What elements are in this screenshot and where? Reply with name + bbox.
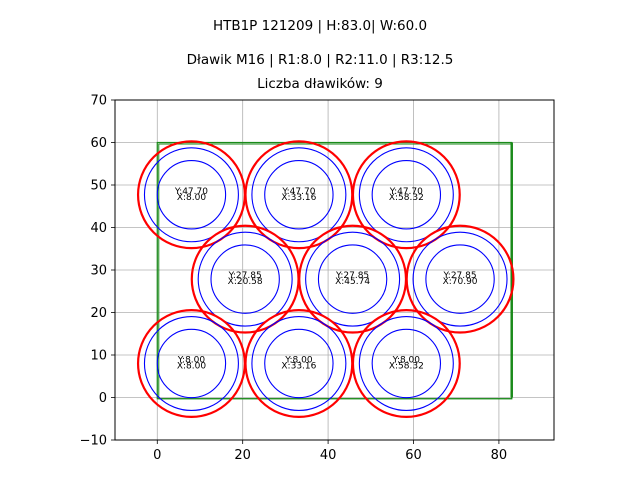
point-label-x: X:70.90 [443, 277, 478, 287]
point-label-y: Y:8.00 [284, 356, 313, 366]
y-tick-label: 10 [90, 349, 107, 364]
chart-count: Liczba dławików: 9 [257, 76, 383, 92]
x-tick-label: 60 [405, 448, 422, 463]
x-tick-label: 20 [234, 448, 251, 463]
point-label-y: Y:8.00 [177, 356, 206, 366]
point-label-x: X:58.32 [389, 362, 424, 372]
inner-circle [264, 328, 334, 399]
point-label-y: Y:47.70 [281, 187, 315, 197]
middle-circle [305, 231, 401, 327]
x-tick-label: 80 [491, 448, 508, 463]
y-tick-label: 40 [90, 221, 107, 236]
point-label-x: X:45.74 [335, 277, 370, 287]
inner-circle [317, 244, 388, 314]
y-tick-label: −10 [80, 434, 107, 449]
middle-circle [358, 315, 454, 412]
middle-circle [143, 147, 239, 243]
x-tick-label: 0 [153, 448, 161, 463]
y-tick-label: 60 [90, 136, 107, 151]
point-label-y: Y:8.00 [392, 356, 421, 366]
inner-circle [210, 244, 280, 314]
y-tick-label: 50 [90, 179, 107, 194]
inner-circle [371, 328, 442, 399]
middle-circle [412, 231, 508, 327]
y-tick-label: 0 [99, 391, 107, 406]
point-label-x: X:33.16 [281, 193, 316, 203]
outer-circle [351, 309, 461, 418]
y-tick-label: 30 [90, 264, 107, 279]
point-label-x: X:33.16 [281, 362, 316, 372]
point-label-x: X:8.00 [177, 362, 207, 372]
middle-circle [358, 147, 454, 243]
point-label-x: X:20.58 [228, 277, 263, 287]
inner-circle [156, 328, 227, 399]
inner-circle [156, 160, 227, 230]
middle-circle [251, 147, 347, 243]
x-tick-label: 40 [320, 448, 337, 463]
point-label-y: Y:47.70 [174, 187, 208, 197]
point-label-x: X:8.00 [177, 193, 207, 203]
point-label-y: Y:27.85 [335, 271, 369, 281]
middle-circle [143, 315, 239, 412]
middle-circle [197, 231, 293, 327]
inner-circle [371, 160, 442, 230]
point-label-y: Y:27.85 [228, 271, 262, 281]
point-label-y: Y:47.70 [389, 187, 423, 197]
chart-title: HTB1P 121209 | H:83.0| W:60.0 [212, 18, 428, 34]
point-label-y: Y:27.85 [442, 271, 476, 281]
chart-subtitle: Dławik M16 | R1:8.0 | R2:11.0 | R3:12.5 [186, 52, 454, 68]
inner-circle [264, 160, 334, 230]
inner-circle [425, 244, 495, 314]
outer-circle [405, 224, 515, 334]
outer-circle [351, 140, 461, 250]
y-tick-label: 70 [90, 94, 107, 109]
point-label-x: X:58.32 [389, 193, 424, 203]
y-tick-label: 20 [90, 306, 107, 321]
middle-circle [251, 315, 347, 412]
